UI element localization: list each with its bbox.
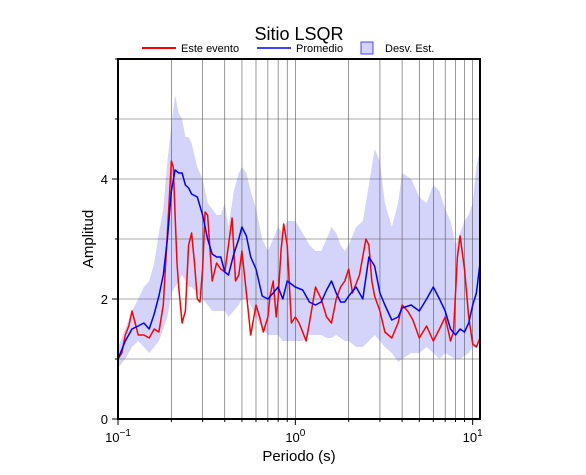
grid-layer [118, 59, 480, 419]
x-tick-label: 10−1 [105, 428, 131, 445]
series-line-este-evento [118, 160, 480, 360]
x-tick-label: 100 [285, 428, 305, 445]
legend: Este evento Promedio Desv. Est. [142, 41, 434, 55]
x-axis-label: Periodo (s) [262, 448, 335, 465]
legend-label-este-evento: Este evento [181, 43, 239, 55]
y-tick-label: 4 [101, 172, 108, 187]
legend-swatch-desv-est [360, 41, 374, 55]
std-band [118, 95, 480, 368]
legend-label-desv-est: Desv. Est. [385, 43, 434, 55]
legend-label-promedio: Promedio [296, 43, 343, 55]
series-lines-layer [118, 160, 480, 360]
y-axis-label: Amplitud [80, 210, 97, 268]
y-tick-label: 2 [101, 292, 108, 307]
x-tick-label: 101 [463, 428, 483, 445]
std-band-layer [118, 95, 480, 368]
chart-title: Sitio LSQR [254, 24, 343, 44]
series-line-promedio [118, 169, 480, 360]
y-tick-label: 0 [101, 412, 108, 427]
axis-layer: 10−1 100 101 0 2 4 [101, 58, 483, 445]
